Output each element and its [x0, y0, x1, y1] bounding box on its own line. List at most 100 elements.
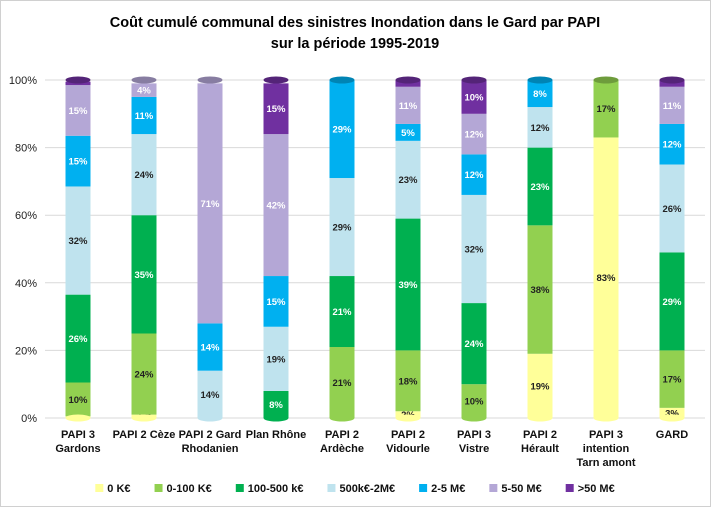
data-label: 17% [596, 104, 616, 115]
bar-group: 1%24%35%24%11%4%0% [131, 75, 157, 422]
x-tick-label: PAPI 2 [391, 429, 425, 441]
y-tick-label: 60% [15, 210, 37, 222]
bar-group: 0%21%21%29%29%0% [329, 75, 355, 422]
bar-segment [659, 252, 685, 351]
chart-title-line2: sur la période 1995-2019 [271, 36, 439, 52]
bar-segment [659, 407, 685, 418]
data-label: 12% [464, 130, 484, 141]
bar-base-cap [659, 414, 685, 422]
legend-item: 0 K€ [95, 483, 131, 495]
bar-segment [131, 333, 157, 415]
x-tick-label: Gardons [55, 443, 100, 455]
bar-base-cap [131, 414, 157, 422]
legend-label: >50 M€ [578, 483, 615, 495]
bar-segment [329, 80, 355, 179]
bar-segment [461, 194, 487, 304]
data-label: 11% [663, 101, 682, 112]
legend-swatch [327, 484, 336, 492]
data-label: 29% [662, 297, 682, 308]
bar-group: 8% 19% 15% 42% 15% [263, 76, 289, 422]
legend-swatch [95, 484, 104, 492]
data-label: 8% [533, 89, 547, 100]
bar-segment [197, 83, 223, 324]
data-label: 24% [134, 170, 154, 181]
x-tick-label: intention [583, 443, 630, 455]
bar-segment [395, 123, 421, 141]
bar-top-cap [263, 76, 289, 84]
bar-segment [593, 80, 619, 138]
bar-segment [461, 303, 487, 385]
bar-segment [593, 137, 619, 418]
legend-swatch [565, 484, 574, 492]
bar-base-cap [461, 414, 487, 422]
data-label: 14% [200, 390, 220, 401]
bar-segment [263, 83, 289, 135]
legend-label: 5-50 M€ [501, 483, 541, 495]
bar-segment [65, 294, 91, 383]
bar-group: 83%17%0% [593, 75, 619, 422]
bar-segment [329, 178, 355, 277]
y-tick-label: 0% [21, 413, 37, 425]
data-label: 19% [266, 354, 286, 365]
bar-base-cap [65, 414, 91, 422]
legend-label: 100-500 k€ [248, 483, 304, 495]
bar-segment [131, 83, 157, 97]
x-tick-label: Plan Rhône [246, 429, 307, 441]
y-tick-label: 80% [15, 143, 37, 155]
bar-segment [527, 147, 553, 226]
bar-segment [461, 154, 487, 195]
bar-segment [65, 135, 91, 187]
legend-label: 500k€-2M€ [339, 483, 395, 495]
bar-segment [329, 276, 355, 348]
bar-segment [527, 225, 553, 354]
bar-segment [659, 123, 685, 165]
bar-group: 2%18%39%23%5%11%2% [395, 75, 421, 422]
data-label: 29% [332, 223, 352, 234]
legend-item: 2-5 M€ [419, 483, 465, 495]
x-tick-label: GARD [656, 429, 688, 441]
data-label: 5% [401, 128, 415, 139]
bar-segment [461, 80, 487, 114]
bar-segment [395, 86, 421, 124]
bar-segment [65, 85, 91, 136]
legend-label: 2-5 M€ [431, 483, 465, 495]
data-label: 21% [332, 307, 352, 318]
bar-segment [527, 80, 553, 108]
bar-segment [131, 215, 157, 334]
x-tick-label: PAPI 3 [457, 429, 491, 441]
data-label: 35% [134, 270, 154, 281]
y-tick-label: 40% [15, 278, 37, 290]
bar-segment [263, 276, 289, 327]
bar-base-cap [263, 414, 289, 422]
data-label: 24% [134, 370, 154, 381]
data-label: 29% [332, 125, 352, 136]
y-tick-label: 20% [15, 345, 37, 357]
data-label: 83% [596, 273, 616, 284]
data-label: 71% [200, 199, 220, 210]
bar-segment [131, 134, 157, 216]
bar-segment [65, 186, 91, 295]
y-tick-label: 100% [9, 75, 37, 87]
data-label: 11% [135, 111, 154, 122]
data-label: 12% [662, 140, 682, 151]
legend-label: 0-100 K€ [167, 483, 212, 495]
bar-segment [395, 350, 421, 412]
data-label: 12% [530, 123, 550, 134]
data-label: 15% [68, 106, 88, 117]
data-label: 3% [665, 408, 679, 419]
data-label: 19% [530, 381, 550, 392]
data-label: 18% [398, 376, 418, 387]
x-tick-label: Tarn amont [576, 457, 635, 469]
bar-top-cap [197, 76, 223, 84]
bar-top-cap [131, 76, 157, 84]
data-label: 8% [269, 400, 283, 411]
data-label: 4% [137, 86, 151, 97]
legend-item: 0-100 K€ [154, 483, 212, 495]
bar-segment [329, 347, 355, 418]
bar-segment [395, 140, 421, 219]
legend-swatch [154, 484, 163, 492]
x-tick-label: PAPI 2 [325, 429, 359, 441]
data-label: 32% [68, 236, 88, 247]
data-label: 21% [332, 378, 352, 389]
bar-segment [65, 382, 91, 417]
